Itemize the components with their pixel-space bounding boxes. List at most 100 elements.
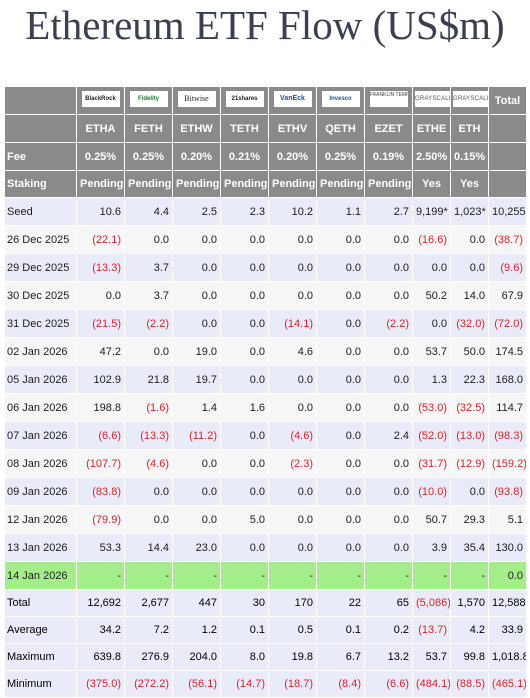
- staking-value: Pending: [76, 170, 125, 198]
- table-row: Seed 10.6 4.4 2.5 2.3 10.2 1.1 2.7 9,199* 1,023* 1…: [4, 197, 527, 226]
- flow-value: 102.9: [76, 365, 125, 394]
- fee-row: Fee 0.25% 0.25% 0.20% 0.21% 0.20% 0.25% 0.19% 2.…: [4, 142, 527, 171]
- summary-value: (8.4): [316, 670, 365, 698]
- row-date-label: 29 Dec 2025: [4, 253, 77, 282]
- logo-header-row: BlackRock Fidelity Bitwise 21shares VanEck In…: [4, 86, 527, 115]
- flow-value: 0.0: [172, 225, 221, 254]
- row-date-label: 30 Dec 2025: [4, 281, 77, 310]
- flow-value: 3.7: [124, 253, 173, 282]
- flow-value: 22.3: [450, 365, 489, 394]
- flow-value: 0.0: [124, 337, 173, 366]
- flow-value: 0.0: [364, 533, 413, 562]
- table-row: 08 Jan 2026 (107.7) (4.6) 0.0 0.0 (2.3) 0.0 0.0…: [4, 449, 527, 478]
- flow-value: (107.7): [76, 449, 125, 478]
- flow-value: (4.6): [124, 449, 173, 478]
- flow-value: 1.1: [316, 197, 365, 226]
- flow-value: 23.0: [172, 533, 221, 562]
- summary-row: Average 34.2 7.2 1.2 0.1 0.5 0.1 0.2 (13.7) 4.2 33…: [4, 616, 527, 644]
- flow-value: (12.9): [450, 449, 489, 478]
- page-title: Ethereum ETF Flow (US$m): [25, 2, 505, 48]
- flow-value: 198.8: [76, 393, 125, 422]
- ticker-header: ETH: [450, 114, 489, 143]
- flow-value: 0.0: [172, 253, 221, 282]
- flow-value: -: [316, 561, 365, 590]
- table-row: 14 Jan 2026- - - - - - - - -0.0: [4, 561, 527, 590]
- flow-value: 0.0: [172, 309, 221, 338]
- flow-value: 29.3: [450, 505, 489, 534]
- franklin-templeton-logo-icon: FRANKLIN TEMPLETON: [369, 91, 408, 107]
- flow-value: 168.0: [488, 365, 527, 394]
- flow-value: 0.0: [220, 337, 269, 366]
- flow-value: 67.9: [488, 281, 527, 310]
- flow-value: (31.7): [412, 449, 451, 478]
- table-row: 12 Jan 2026 (79.9) 0.0 0.0 5.0 0.0 0.0 0.0 50.7 2…: [4, 505, 527, 534]
- blank-header: [488, 142, 527, 171]
- summary-value: 1,018.8: [488, 643, 527, 671]
- flow-value: 0.0: [172, 449, 221, 478]
- flow-value: 0.0: [268, 281, 317, 310]
- flow-value: 0.0: [364, 477, 413, 506]
- summary-value: 447: [172, 589, 221, 617]
- flow-value: 0.0: [268, 533, 317, 562]
- fidelity-logo-icon: Fidelity: [129, 91, 168, 107]
- row-date-label: 06 Jan 2026: [4, 393, 77, 422]
- summary-value: 65: [364, 589, 413, 617]
- flow-value: (2.2): [124, 309, 173, 338]
- flow-value: 0.0: [268, 477, 317, 506]
- flow-value: 0.0: [220, 477, 269, 506]
- flow-value: (11.2): [172, 421, 221, 450]
- grayscale-logo-icon: GRAYSCALE: [453, 91, 488, 107]
- flow-value: 2.4: [364, 421, 413, 450]
- flow-value: (6.6): [76, 421, 125, 450]
- flow-value: (32.0): [450, 309, 489, 338]
- fee-value: 0.15%: [450, 142, 489, 171]
- summary-value: (484.1): [412, 670, 451, 698]
- fee-value: 0.25%: [316, 142, 365, 171]
- flow-value: 53.7: [412, 337, 451, 366]
- fee-label: Fee: [4, 142, 77, 171]
- table-row: 06 Jan 2026 198.8 (1.6) 1.4 1.6 0.0 0.0 0.0 (53.…: [4, 393, 527, 422]
- ticker-header: TETH: [220, 114, 269, 143]
- flow-value: 19.7: [172, 365, 221, 394]
- summary-value: 99.8: [450, 643, 489, 671]
- flow-value: 5.0: [220, 505, 269, 534]
- staking-value: Pending: [316, 170, 365, 198]
- summary-label: Average: [4, 616, 77, 644]
- flow-value: -: [268, 561, 317, 590]
- summary-label: Maximum: [4, 643, 77, 671]
- summary-value: 12,588: [488, 589, 527, 617]
- flow-value: 0.0: [450, 477, 489, 506]
- summary-value: 0.2: [364, 616, 413, 644]
- summary-label: Minimum: [4, 670, 77, 698]
- summary-value: (6.6): [364, 670, 413, 698]
- ticker-header: QETH: [316, 114, 365, 143]
- flow-value: 0.0: [124, 225, 173, 254]
- row-date-label: 13 Jan 2026: [4, 533, 77, 562]
- flow-value: 0.0: [172, 505, 221, 534]
- flow-value: 0.0: [220, 421, 269, 450]
- flow-value: 174.5: [488, 337, 527, 366]
- table-row: 09 Jan 2026 (83.8) 0.0 0.0 0.0 0.0 0.0 0.0 (10.0…: [4, 477, 527, 506]
- ticker-header: ETHW: [172, 114, 221, 143]
- flow-value: (13.3): [76, 253, 125, 282]
- issuer-logo-cell: GRAYSCALE: [450, 86, 489, 115]
- table-row: 26 Dec 2025 (22.1) 0.0 0.0 0.0 0.0 0.0 0.0 (16.6…: [4, 225, 527, 254]
- flow-value: -: [450, 561, 489, 590]
- summary-value: 34.2: [76, 616, 125, 644]
- issuer-logo-cell: BlackRock: [76, 86, 125, 115]
- summary-row: Minimum (375.0) (272.2) (56.1) (14.7) (18.7)(…: [4, 670, 527, 698]
- issuer-logo-cell: FRANKLIN TEMPLETON: [364, 86, 413, 115]
- flow-value: (14.1): [268, 309, 317, 338]
- staking-value: Pending: [364, 170, 413, 198]
- corner-cell: [4, 114, 77, 143]
- flow-value: (13.0): [450, 421, 489, 450]
- flow-value: 114.7: [488, 393, 527, 422]
- flow-value: 0.0: [268, 393, 317, 422]
- summary-value: 2,677: [124, 589, 173, 617]
- bitwise-logo-icon: Bitwise: [177, 91, 216, 107]
- etf-flow-table: BlackRock Fidelity Bitwise 21shares VanEck In…: [4, 86, 527, 698]
- staking-value: Pending: [220, 170, 269, 198]
- flow-value: 0.0: [172, 281, 221, 310]
- flow-value: 0.0: [316, 449, 365, 478]
- staking-value: Pending: [124, 170, 173, 198]
